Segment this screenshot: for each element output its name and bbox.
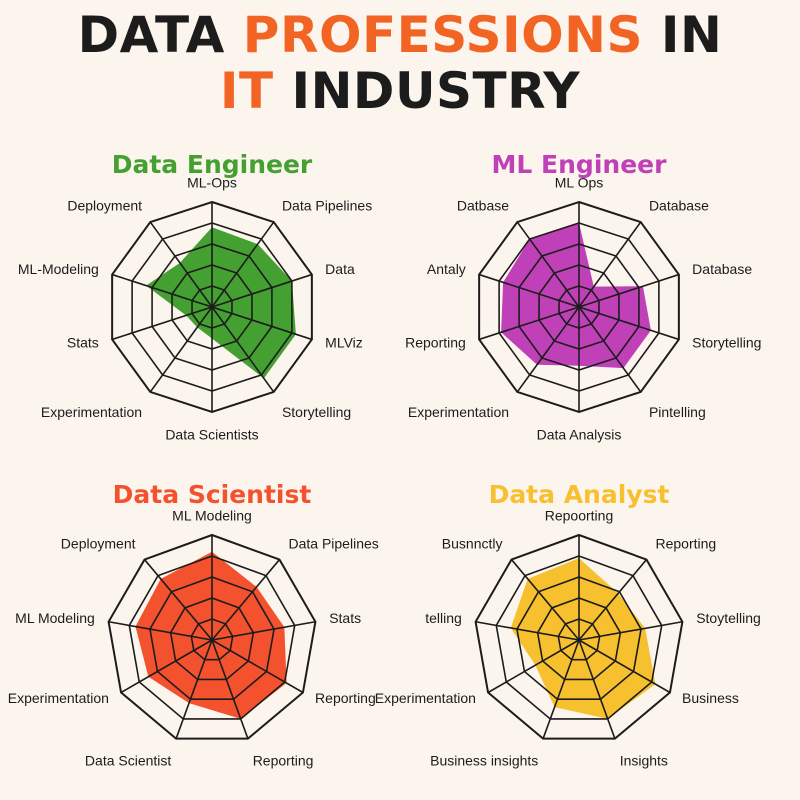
- grid-ring-1: [190, 618, 234, 661]
- spoke-3: [211, 273, 313, 308]
- spoke-3: [578, 273, 680, 308]
- grid-ring-1: [557, 618, 601, 661]
- grid-ring-3: [516, 576, 642, 701]
- spoke-7: [149, 306, 213, 393]
- chart-title: Data Analyst: [489, 480, 670, 509]
- spoke-9: [510, 559, 580, 641]
- axis-label: Deployment: [61, 536, 136, 552]
- spoke-9: [143, 559, 213, 641]
- grid-ring-4: [495, 555, 663, 720]
- spoke-2: [211, 559, 281, 641]
- spoke-8: [108, 620, 213, 641]
- axis-label: telling: [425, 610, 462, 626]
- chart-title: Data Scientist: [113, 480, 312, 509]
- axis-label: Data Scientist: [85, 753, 171, 769]
- page-title-line-1: DATA PROFESSIONS IN: [0, 6, 800, 64]
- axis-label: Database: [649, 197, 709, 213]
- spoke-6: [542, 639, 580, 739]
- axis-label: Reporting: [405, 334, 466, 350]
- data-area: [501, 223, 651, 369]
- title-accent-1: PROFESSIONS: [242, 6, 643, 64]
- grid-ring-3: [149, 576, 275, 701]
- axis-label: Pintelling: [649, 404, 706, 420]
- grid-ring-5: [107, 533, 317, 740]
- chart-title: ML Engineer: [492, 150, 668, 179]
- spoke-9: [478, 273, 580, 308]
- axis-label: Data Analysis: [537, 427, 622, 443]
- spoke-4: [578, 306, 680, 341]
- axis-label: Reporting: [253, 753, 314, 769]
- spoke-10: [516, 221, 580, 308]
- axis-label: Experimentation: [375, 690, 476, 706]
- axis-label: Business insights: [430, 753, 538, 769]
- axis-label: Storytelling: [692, 334, 761, 350]
- axis-label: Repoorting: [545, 508, 614, 524]
- axis-label: Stoytelling: [696, 610, 761, 626]
- spoke-3: [211, 620, 316, 641]
- spoke-10: [149, 221, 213, 308]
- axis-label: Business: [682, 690, 739, 706]
- spoke-7: [487, 639, 580, 694]
- spoke-5: [578, 639, 616, 739]
- spoke-8: [475, 620, 580, 641]
- title-dark-1: DATA: [77, 6, 243, 64]
- spoke-5: [578, 306, 642, 393]
- spoke-5: [211, 639, 249, 739]
- spoke-8: [478, 306, 580, 341]
- spoke-7: [120, 639, 213, 694]
- data-area: [146, 227, 296, 379]
- axis-label: Stats: [67, 334, 99, 350]
- axis-label: Experimentation: [8, 690, 109, 706]
- spoke-7: [516, 306, 580, 393]
- grid-ring-5: [474, 533, 684, 740]
- spoke-4: [578, 639, 671, 694]
- axis-label: Data Pipelines: [282, 197, 372, 213]
- axis-label: ML Modeling: [172, 508, 252, 524]
- spoke-3: [578, 620, 683, 641]
- title-dark-3: INDUSTRY: [273, 62, 581, 120]
- axis-label: ML-Ops: [187, 175, 237, 191]
- grid-ring-2: [169, 597, 255, 681]
- axis-label: Experimentation: [41, 404, 142, 420]
- axis-label: Insights: [620, 753, 668, 769]
- spoke-8: [111, 306, 213, 341]
- axis-label: Busnnctly: [442, 536, 503, 552]
- axis-label: ML Modeling: [15, 610, 95, 626]
- axis-label: Datbase: [457, 197, 509, 213]
- axis-label: MLViz: [325, 334, 363, 350]
- spoke-2: [578, 221, 642, 308]
- spoke-2: [211, 221, 275, 308]
- axis-label: Data Scientists: [165, 427, 258, 443]
- axis-label: Storytelling: [282, 404, 351, 420]
- spoke-6: [175, 639, 213, 739]
- grid-ring-2: [536, 597, 622, 681]
- axis-label: Data Pipelines: [288, 536, 378, 552]
- axis-label: Stats: [329, 610, 361, 626]
- axis-label: ML-Modeling: [18, 261, 99, 277]
- grid-ring-4: [128, 555, 296, 720]
- axis-label: Data: [325, 261, 355, 277]
- spoke-9: [111, 273, 213, 308]
- title-dark-2: IN: [643, 6, 723, 64]
- axis-label: Experimentation: [408, 404, 509, 420]
- spoke-4: [211, 306, 313, 341]
- axis-label: Deployment: [67, 197, 142, 213]
- title-accent-2: IT: [219, 62, 274, 120]
- axis-label: ML Ops: [555, 175, 604, 191]
- spoke-5: [211, 306, 275, 393]
- chart-title: Data Engineer: [112, 150, 313, 179]
- spoke-2: [578, 559, 648, 641]
- page-title-line-2: IT INDUSTRY: [0, 62, 800, 120]
- spoke-4: [211, 639, 304, 694]
- axis-label: Reporting: [315, 690, 376, 706]
- axis-label: Antaly: [427, 261, 466, 277]
- axis-label: Reporting: [655, 536, 716, 552]
- axis-label: Database: [692, 261, 752, 277]
